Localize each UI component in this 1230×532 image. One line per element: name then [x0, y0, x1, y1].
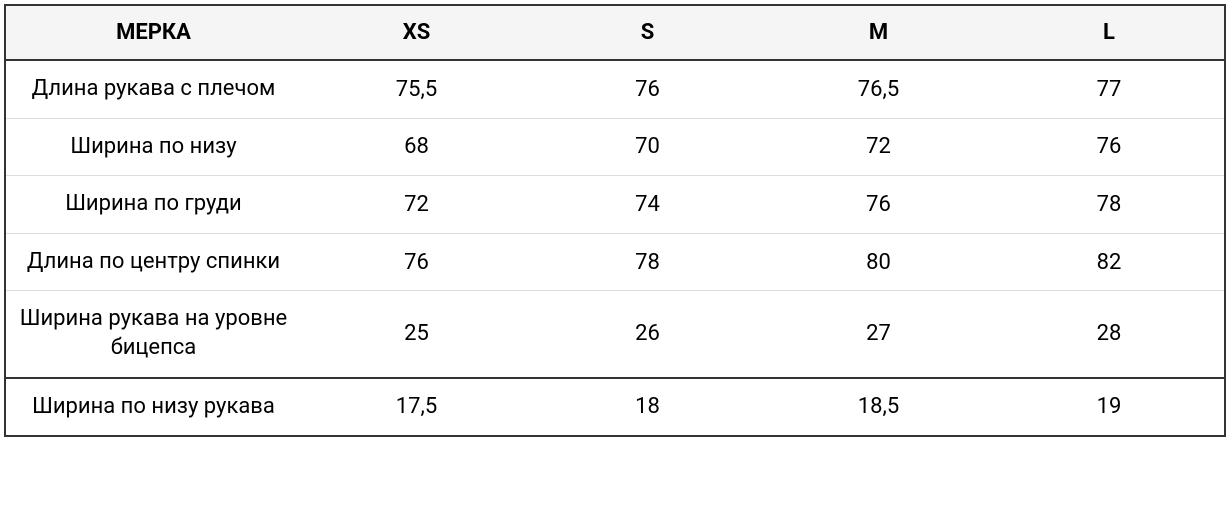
table-header-row: МЕРКА XS S M L	[5, 5, 1225, 60]
header-s: S	[532, 5, 763, 60]
header-m: M	[763, 5, 994, 60]
header-merka: МЕРКА	[5, 5, 301, 60]
row-label: Ширина по низу рукава	[5, 378, 301, 437]
header-l: L	[994, 5, 1225, 60]
cell-m: 76	[763, 176, 994, 234]
cell-m: 18,5	[763, 378, 994, 437]
size-chart-table: МЕРКА XS S M L Длина рукава с плечом 75,…	[4, 4, 1226, 437]
cell-s: 76	[532, 60, 763, 118]
cell-m: 72	[763, 118, 994, 176]
cell-s: 26	[532, 291, 763, 378]
table-row: Длина по центру спинки 76 78 80 82	[5, 233, 1225, 291]
cell-l: 76	[994, 118, 1225, 176]
cell-m: 76,5	[763, 60, 994, 118]
cell-s: 70	[532, 118, 763, 176]
cell-xs: 68	[301, 118, 532, 176]
row-label: Ширина рукава на уровне бицепса	[5, 291, 301, 378]
cell-m: 80	[763, 233, 994, 291]
cell-l: 19	[994, 378, 1225, 437]
table-row: Ширина рукава на уровне бицепса 25 26 27…	[5, 291, 1225, 378]
row-label: Длина по центру спинки	[5, 233, 301, 291]
table-row: Ширина по низу 68 70 72 76	[5, 118, 1225, 176]
table-row: Ширина по груди 72 74 76 78	[5, 176, 1225, 234]
cell-s: 74	[532, 176, 763, 234]
table-row: Длина рукава с плечом 75,5 76 76,5 77	[5, 60, 1225, 118]
cell-s: 78	[532, 233, 763, 291]
cell-s: 18	[532, 378, 763, 437]
cell-xs: 25	[301, 291, 532, 378]
cell-xs: 76	[301, 233, 532, 291]
table-body: Длина рукава с плечом 75,5 76 76,5 77 Ши…	[5, 60, 1225, 436]
cell-xs: 17,5	[301, 378, 532, 437]
row-label: Ширина по груди	[5, 176, 301, 234]
cell-xs: 75,5	[301, 60, 532, 118]
row-label: Ширина по низу	[5, 118, 301, 176]
header-xs: XS	[301, 5, 532, 60]
cell-l: 78	[994, 176, 1225, 234]
cell-l: 28	[994, 291, 1225, 378]
table-row: Ширина по низу рукава 17,5 18 18,5 19	[5, 378, 1225, 437]
cell-l: 77	[994, 60, 1225, 118]
cell-m: 27	[763, 291, 994, 378]
cell-xs: 72	[301, 176, 532, 234]
row-label: Длина рукава с плечом	[5, 60, 301, 118]
cell-l: 82	[994, 233, 1225, 291]
